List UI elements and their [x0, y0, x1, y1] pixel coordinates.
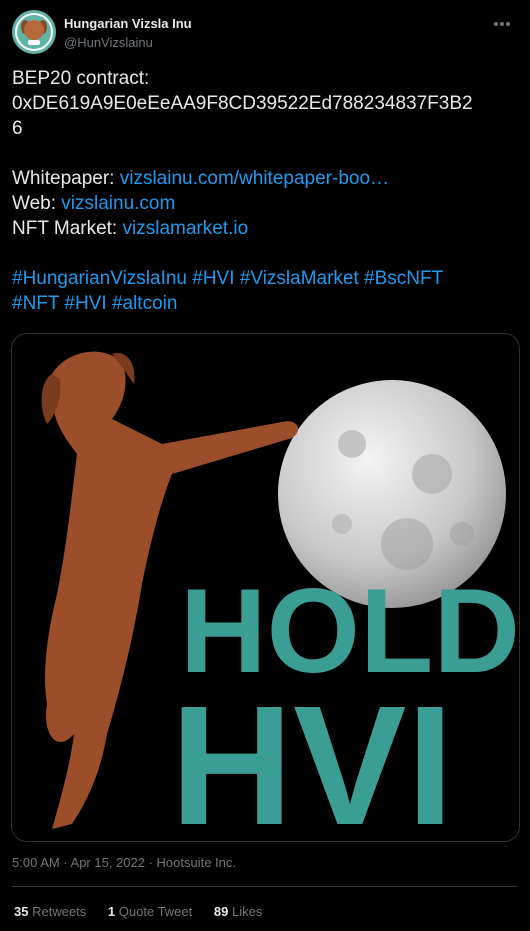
avatar-ring — [15, 13, 53, 51]
nft-market-link[interactable]: vizslamarket.io — [122, 218, 249, 239]
display-name[interactable]: Hungarian Vizsla Inu — [64, 16, 192, 31]
whitepaper-row: Whitepaper: vizslainu.com/whitepaper-boo… — [12, 166, 518, 191]
hashtags-line[interactable]: #NFT #HVI #altcoin — [12, 293, 178, 314]
contract-address-line: 0xDE619A9E0eEeAA9F8CD39522Ed788234837F3B… — [12, 93, 473, 114]
retweets-stat[interactable]: 35 Retweets — [14, 904, 86, 919]
likes-count: 89 — [213, 904, 229, 919]
nft-label: NFT Market: — [12, 218, 123, 239]
likes-stat[interactable]: 89 Likes — [214, 904, 262, 919]
avatar-badge — [28, 40, 40, 45]
quotes-count: 1 — [107, 904, 116, 919]
more-options-button[interactable] — [490, 14, 514, 34]
avatar-dog-icon — [24, 20, 44, 40]
tweet-text: BEP20 contract: 0xDE619A9E0eEeAA9F8CD395… — [12, 66, 518, 316]
hvi-text: HVI — [170, 671, 453, 841]
tweet-timestamp[interactable]: 5:00 AM · Apr 15, 2022 · Hootsuite Inc. — [12, 855, 237, 870]
whitepaper-label: Whitepaper: — [12, 168, 120, 189]
web-link[interactable]: vizslainu.com — [61, 193, 176, 214]
avatar[interactable] — [12, 10, 56, 54]
contract-address-line: 6 — [12, 118, 23, 139]
more-icon — [494, 22, 510, 26]
moon-graphic — [278, 380, 506, 608]
contract-label: BEP20 contract: — [12, 68, 150, 89]
user-handle[interactable]: @HunVizslainu — [64, 35, 153, 50]
quotes-label: Quote Tweet — [118, 904, 193, 919]
tweet-header: Hungarian Vizsla Inu @HunVizslainu — [12, 10, 518, 58]
nft-row: NFT Market: vizslamarket.io — [12, 216, 518, 241]
likes-label: Likes — [231, 904, 263, 919]
divider — [12, 886, 518, 887]
retweets-count: 35 — [14, 904, 29, 919]
hold-text: HOLD — [180, 564, 519, 698]
quote-tweets-stat[interactable]: 1 Quote Tweet — [108, 904, 192, 919]
hashtags-line[interactable]: #HungarianVizslaInu #HVI #VizslaMarket #… — [12, 268, 444, 289]
web-label: Web: — [12, 193, 62, 214]
tweet-image[interactable]: HOLD HVI — [11, 333, 520, 842]
whitepaper-link[interactable]: vizslainu.com/whitepaper-boo… — [119, 168, 390, 189]
tweet-stats: 35 Retweets 1 Quote Tweet 89 Likes — [14, 904, 280, 919]
hold-hvi-image: HOLD HVI — [12, 334, 519, 841]
web-row: Web: vizslainu.com — [12, 191, 518, 216]
dog-graphic — [41, 351, 299, 829]
retweets-label: Retweets — [32, 904, 87, 919]
